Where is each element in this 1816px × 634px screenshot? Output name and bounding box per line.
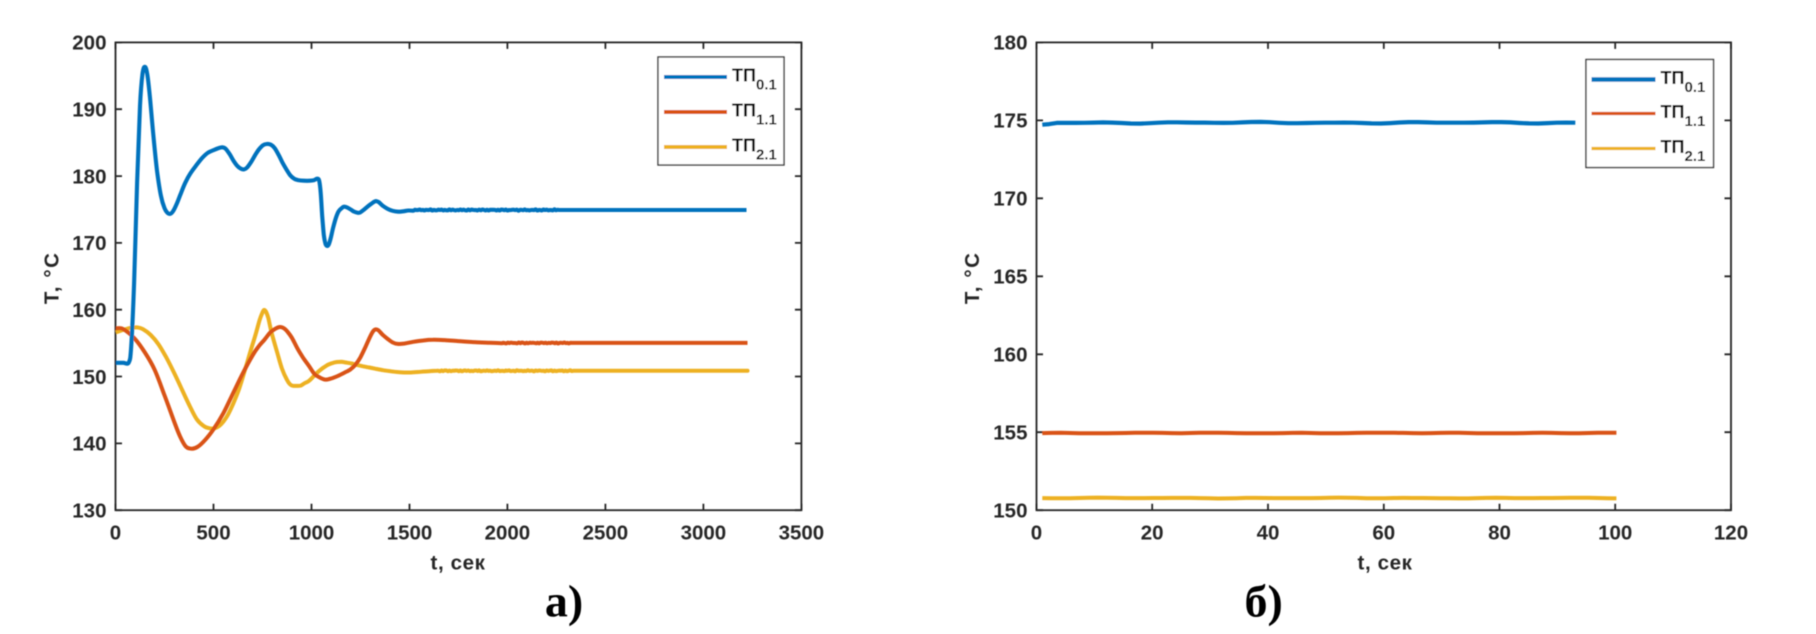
svg-text:1000: 1000: [289, 522, 335, 545]
svg-text:ТП: ТП: [732, 101, 756, 121]
svg-text:155: 155: [993, 422, 1027, 445]
svg-text:ТП: ТП: [1661, 68, 1685, 88]
svg-text:500: 500: [196, 522, 230, 545]
svg-text:1.1: 1.1: [756, 112, 777, 129]
svg-text:150: 150: [72, 366, 106, 389]
svg-text:170: 170: [72, 232, 106, 255]
svg-text:175: 175: [993, 110, 1027, 133]
svg-text:2.1: 2.1: [1685, 148, 1706, 165]
svg-text:t, сек: t, сек: [1358, 551, 1413, 574]
svg-text:100: 100: [1598, 522, 1632, 545]
svg-text:ТП: ТП: [732, 136, 756, 156]
svg-text:140: 140: [72, 433, 106, 456]
svg-text:165: 165: [993, 266, 1027, 289]
svg-text:T, °C: T, °C: [961, 251, 984, 304]
svg-text:180: 180: [72, 165, 106, 188]
svg-text:190: 190: [72, 99, 106, 122]
svg-text:170: 170: [993, 188, 1027, 211]
svg-text:0.1: 0.1: [756, 77, 777, 94]
svg-text:T, °C: T, °C: [41, 251, 64, 304]
svg-text:2.1: 2.1: [756, 147, 777, 164]
svg-text:t, сек: t, сек: [431, 551, 486, 574]
svg-text:0.1: 0.1: [1685, 79, 1706, 96]
svg-text:150: 150: [993, 500, 1027, 523]
svg-text:ТП: ТП: [1661, 102, 1685, 122]
svg-text:180: 180: [993, 32, 1027, 55]
svg-text:0: 0: [110, 522, 121, 545]
svg-text:80: 80: [1488, 522, 1511, 545]
svg-text:ТП: ТП: [732, 66, 756, 86]
svg-text:2500: 2500: [583, 522, 629, 545]
svg-text:130: 130: [72, 500, 106, 523]
svg-text:3500: 3500: [779, 522, 825, 545]
svg-text:20: 20: [1141, 522, 1164, 545]
svg-text:3000: 3000: [681, 522, 727, 545]
svg-text:160: 160: [993, 344, 1027, 367]
svg-text:200: 200: [72, 32, 106, 55]
svg-text:120: 120: [1714, 522, 1748, 545]
svg-text:60: 60: [1372, 522, 1395, 545]
svg-text:1500: 1500: [387, 522, 433, 545]
svg-text:0: 0: [1031, 522, 1042, 545]
svg-text:2000: 2000: [485, 522, 531, 545]
svg-text:1.1: 1.1: [1685, 113, 1706, 130]
svg-text:160: 160: [72, 299, 106, 322]
svg-text:а): а): [545, 576, 583, 627]
svg-text:ТП: ТП: [1661, 137, 1685, 157]
svg-text:40: 40: [1257, 522, 1280, 545]
svg-text:б): б): [1245, 576, 1283, 627]
